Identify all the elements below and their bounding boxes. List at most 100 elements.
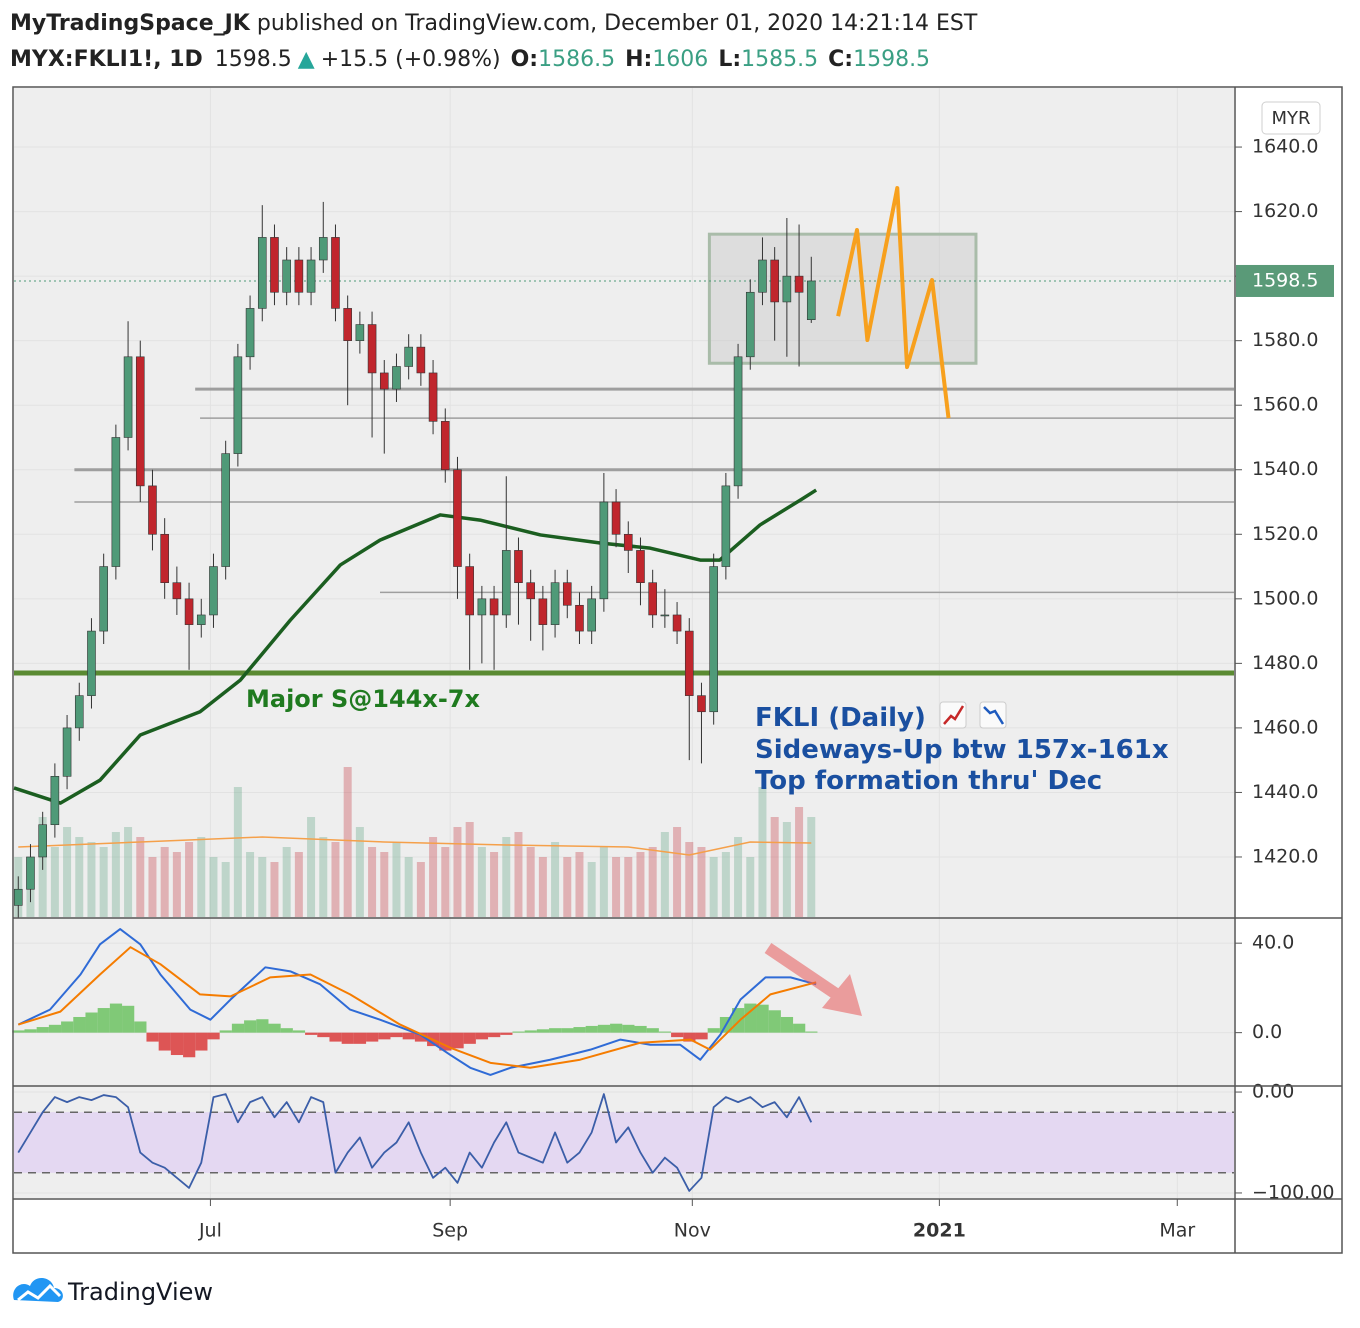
volume-bar [758, 787, 767, 917]
candle-body [636, 550, 645, 583]
close-value: 1598.5 [853, 47, 930, 72]
up-arrow: ▲ [298, 47, 315, 72]
x-tick-label: Jul [198, 1220, 222, 1242]
volume-bar [99, 847, 108, 917]
candle-body [282, 259, 291, 293]
y-tick-label: 1420.0 [1252, 845, 1318, 867]
candle-body [575, 604, 584, 632]
volume-bar [368, 847, 377, 917]
macd-histogram-bar [207, 1032, 220, 1040]
currency-box [1261, 101, 1321, 135]
candle-body [562, 582, 572, 606]
volume-bar [721, 852, 730, 917]
header-line-2: MYX:FKLI1!, 1D 1598.5 ▲ +15.5 (+0.98%) O:158… [10, 47, 930, 72]
macd-histogram-bar [756, 1004, 769, 1033]
candle-body [550, 582, 560, 625]
icon-down-line [983, 706, 1005, 725]
macd-histogram-bar [195, 1032, 208, 1051]
candle-body [599, 501, 609, 600]
candle-body [416, 346, 426, 374]
annotation-title: FKLI (Daily) [755, 703, 926, 733]
y-tick-label: 1620.0 [1252, 200, 1318, 222]
macd-histogram-bar [24, 1029, 37, 1033]
macd-histogram-bar [390, 1032, 403, 1038]
macd-histogram-bar [109, 1003, 123, 1033]
y-tick-label: −100.00 [1252, 1181, 1334, 1203]
volume-bar [172, 852, 181, 917]
volume-bar [111, 832, 120, 917]
volume-bar [294, 852, 303, 917]
volume-bar [209, 857, 218, 917]
candle-body [758, 259, 767, 293]
macd-histogram-bar [305, 1032, 318, 1035]
volume-bar [624, 857, 633, 917]
candle-body [489, 598, 499, 616]
candle-body [196, 614, 206, 625]
candle-body [294, 259, 304, 293]
y-tick-label: 1580.0 [1252, 329, 1318, 351]
macd-histogram-bar [97, 1008, 110, 1033]
candle-body [465, 566, 474, 616]
volume-bar [709, 857, 718, 917]
volume-bar [87, 842, 96, 917]
candle-body [623, 533, 633, 551]
candle-body [611, 501, 621, 535]
volume-bar [648, 847, 657, 917]
last-price-box [1236, 264, 1334, 297]
indicator-layer [12, 488, 1234, 1192]
candle-body [440, 421, 450, 471]
macd-histogram-bar [780, 1016, 794, 1033]
y-tick-label: 40.0 [1252, 932, 1294, 954]
logo-cloud [13, 1277, 63, 1302]
volume-bar [221, 862, 230, 917]
candle-body [184, 598, 194, 625]
overlay-layer: 1420.0 1440.0 1460.0 1480.0 1500.0 1520.0 1540… [198, 136, 1334, 1242]
candle-body [501, 550, 511, 616]
last-price: 1598.5 [215, 47, 292, 72]
macd-histogram-bar [793, 1023, 806, 1033]
open-label: O: [511, 47, 539, 72]
y-tick-label: 1640.0 [1252, 136, 1318, 158]
candle-body [343, 308, 352, 341]
candle-body [123, 356, 133, 438]
macd-histogram-bar [366, 1032, 379, 1042]
volume-bar [807, 817, 816, 917]
volume-bar [50, 847, 59, 917]
volume-bar [660, 832, 669, 917]
macd-histogram-bar [451, 1032, 464, 1049]
macd-histogram-bar [231, 1023, 245, 1033]
candle-body [782, 275, 792, 303]
volume-bar [63, 827, 72, 917]
macd-histogram-bar [634, 1025, 647, 1033]
x-tick-label: Mar [1159, 1220, 1195, 1242]
volume-bar [197, 837, 206, 917]
annotation-line-3: Top formation thru' Dec [755, 766, 1102, 796]
macd-histogram-bar [597, 1024, 611, 1033]
macd-histogram-bar [341, 1032, 354, 1044]
volume-bar [782, 822, 791, 917]
volume-bar [477, 847, 486, 917]
volume-bar [136, 837, 145, 917]
low-label: L: [718, 47, 741, 72]
volume-bar [331, 842, 340, 917]
candle-body [148, 485, 157, 535]
macd-histogram-bar [122, 1005, 135, 1033]
candle-body [318, 237, 328, 261]
frame [12, 86, 1343, 1254]
macd-histogram-bar [170, 1032, 184, 1056]
logo [13, 1277, 63, 1302]
volume-bar [770, 817, 779, 917]
macd-histogram-bar [158, 1032, 171, 1051]
candle-body [257, 237, 267, 309]
candle-body [379, 372, 389, 390]
macd-histogram-bar [524, 1030, 537, 1033]
volume-bar [160, 847, 169, 917]
arrow-shaft [764, 943, 846, 1003]
volume-bar [599, 847, 608, 917]
candle-body [514, 550, 523, 583]
macd-histogram-bar [61, 1021, 74, 1033]
macd-histogram-bar [585, 1025, 598, 1033]
macd-histogram-bar [292, 1030, 306, 1033]
